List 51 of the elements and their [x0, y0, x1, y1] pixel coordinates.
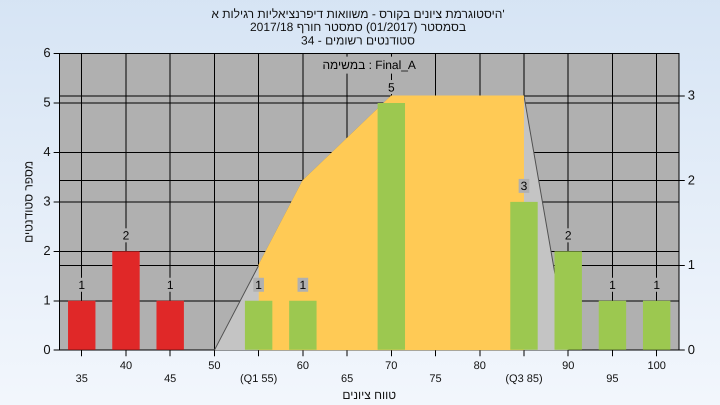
y-axis-title: מספר סטודנטים — [22, 160, 36, 243]
x-tick-label: (Q1 55) — [240, 373, 278, 386]
x-tick-label: 60 — [296, 360, 309, 372]
x-axis-title: טווח ציונים — [342, 388, 396, 402]
x-tick-label: 90 — [562, 360, 574, 372]
x-tick-label: 65 — [340, 373, 354, 386]
bar — [378, 103, 406, 350]
x-tick-label: 70 — [385, 360, 398, 372]
data-label: 1 — [609, 278, 616, 292]
y-tick-label: 3 — [43, 193, 51, 208]
bar — [598, 300, 626, 350]
bar — [112, 251, 140, 350]
y-tick-label: 4 — [43, 144, 51, 160]
x-tick-label: 50 — [208, 360, 221, 372]
data-label: 1 — [300, 278, 307, 292]
y-tick-label: 5 — [43, 94, 51, 110]
y-tick-label: 6 — [43, 45, 51, 60]
x-tick-label: 75 — [429, 373, 442, 386]
y-tick-label: 2 — [43, 242, 51, 258]
y2-tick-label: 1 — [688, 257, 696, 272]
data-label: 5 — [388, 80, 395, 94]
y2-tick-label: 2 — [688, 172, 696, 188]
x-tick-label: (Q3 85) — [505, 373, 543, 386]
x-tick-label: 80 — [474, 360, 486, 372]
y2-tick-label: 3 — [688, 88, 696, 103]
data-label: 2 — [564, 228, 572, 243]
bar — [244, 300, 272, 350]
text: היסטוגרמת ציונים בקורס - משוואות דיפרנציאליות רגילות א' — [211, 6, 505, 21]
bar — [156, 300, 184, 350]
annotation: במשימה : Final_A — [322, 58, 416, 72]
text: בסמסטר (01/2017) סמסטר חורף 2017/18 — [250, 20, 466, 34]
bar — [642, 300, 670, 350]
data-label: 3 — [520, 179, 528, 194]
data-label: 1 — [166, 278, 174, 292]
x-tick-label: 40 — [120, 360, 132, 372]
text: סטודנטים רשומים - 34 — [301, 33, 415, 48]
bar — [289, 300, 317, 350]
bar — [68, 300, 96, 350]
x-tick-label: 95 — [606, 373, 619, 386]
data-label: 2 — [122, 228, 130, 243]
x-tick-label: 45 — [164, 373, 176, 386]
bar — [554, 251, 582, 350]
y-tick-label: 0 — [43, 342, 51, 357]
x-tick-label: 100 — [647, 360, 666, 372]
x-tick-label: 35 — [76, 373, 88, 386]
data-label: 1 — [255, 278, 262, 292]
y-tick-label: 1 — [43, 292, 51, 308]
y2-tick-label: 0 — [688, 342, 696, 357]
bar — [510, 202, 538, 350]
data-label: 1 — [78, 278, 86, 292]
data-label: 1 — [653, 278, 660, 292]
